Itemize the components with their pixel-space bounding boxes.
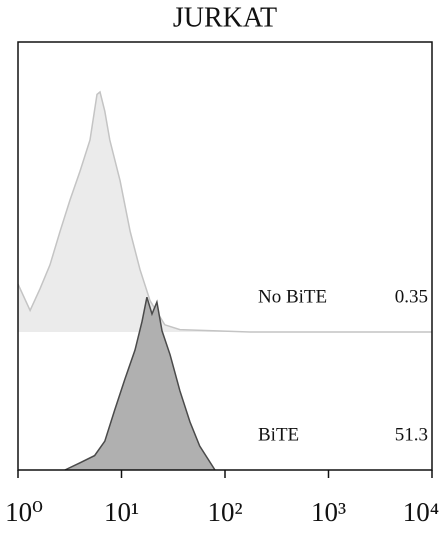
histogram-area <box>18 92 432 332</box>
x-tick-label: 10¹ <box>104 497 139 527</box>
series-label: BiTE <box>258 424 299 445</box>
histogram-outline <box>17 90 432 333</box>
histogram-area <box>64 297 216 470</box>
series-percent: 0.35 <box>395 286 428 307</box>
x-tick-label: 10³ <box>311 497 346 527</box>
x-tick-label: 10² <box>207 497 242 527</box>
chart-title: JURKAT <box>173 2 277 33</box>
histogram-outline <box>64 296 216 471</box>
series-percent: 51.3 <box>395 424 428 445</box>
x-tick-label: 10⁰ <box>5 497 43 527</box>
x-tick-label: 10⁴ <box>403 497 439 527</box>
series-label: No BiTE <box>258 286 327 307</box>
